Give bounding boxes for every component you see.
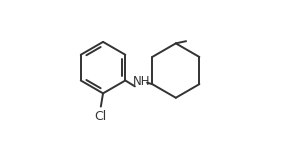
Text: Cl: Cl bbox=[95, 110, 107, 123]
Text: NH: NH bbox=[133, 75, 150, 88]
